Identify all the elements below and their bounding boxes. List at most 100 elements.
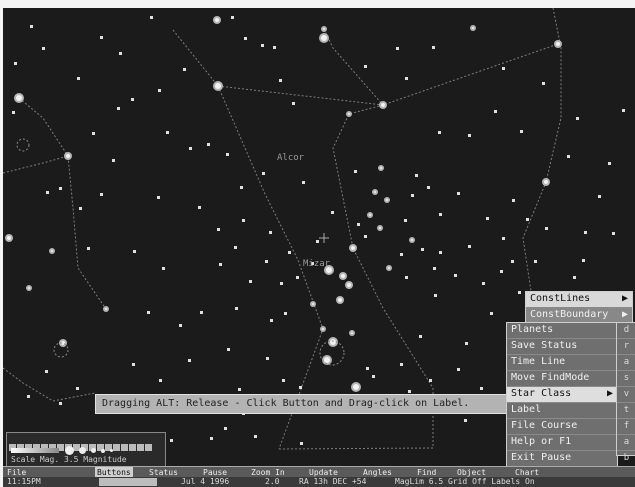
faint-star[interactable] bbox=[100, 36, 103, 39]
faint-star[interactable] bbox=[244, 37, 247, 40]
faint-star[interactable] bbox=[573, 276, 576, 279]
faint-star[interactable] bbox=[159, 379, 162, 382]
faint-star[interactable] bbox=[210, 437, 213, 440]
faint-star[interactable] bbox=[429, 379, 432, 382]
faint-star[interactable] bbox=[288, 251, 291, 254]
deep-sky-object-marker[interactable] bbox=[16, 138, 30, 152]
faint-star[interactable] bbox=[434, 294, 437, 297]
faint-star[interactable] bbox=[240, 186, 243, 189]
faint-star[interactable] bbox=[133, 250, 136, 253]
faint-star[interactable] bbox=[396, 47, 399, 50]
menu-item-save-status[interactable]: Save Status bbox=[507, 339, 617, 355]
menu-item-help[interactable]: Help or F1 bbox=[507, 435, 617, 451]
faint-star[interactable] bbox=[465, 342, 468, 345]
faint-star[interactable] bbox=[27, 395, 30, 398]
faint-star[interactable] bbox=[500, 270, 503, 273]
faint-star[interactable] bbox=[364, 65, 367, 68]
faint-star[interactable] bbox=[150, 16, 153, 19]
faint-star[interactable] bbox=[217, 228, 220, 231]
faint-star[interactable] bbox=[242, 219, 245, 222]
faint-star[interactable] bbox=[608, 162, 611, 165]
faint-star[interactable] bbox=[415, 174, 418, 177]
faint-star[interactable] bbox=[235, 307, 238, 310]
menubar-pause[interactable]: Pause bbox=[203, 468, 228, 477]
faint-star[interactable] bbox=[432, 46, 435, 49]
menubar-object[interactable]: Object bbox=[457, 468, 486, 477]
faint-star[interactable] bbox=[219, 263, 222, 266]
faint-star[interactable] bbox=[42, 47, 45, 50]
faint-star[interactable] bbox=[582, 259, 585, 262]
menubar-chart[interactable]: Chart bbox=[515, 468, 540, 477]
faint-star[interactable] bbox=[112, 159, 115, 162]
planetarium-window[interactable]: Alcor Mizar Dragging ALT: Release - Clic… bbox=[3, 8, 635, 487]
faint-star[interactable] bbox=[200, 311, 203, 314]
menu-item-label[interactable]: Label bbox=[507, 403, 617, 419]
faint-star[interactable] bbox=[468, 134, 471, 137]
faint-star[interactable] bbox=[30, 25, 33, 28]
faint-star[interactable] bbox=[198, 206, 201, 209]
star-label[interactable]: Alcor bbox=[277, 153, 305, 163]
faint-star[interactable] bbox=[357, 223, 360, 226]
faint-star[interactable] bbox=[518, 291, 521, 294]
faint-star[interactable] bbox=[273, 46, 276, 49]
faint-star[interactable] bbox=[188, 359, 191, 362]
faint-star[interactable] bbox=[480, 387, 483, 390]
faint-star[interactable] bbox=[457, 192, 460, 195]
faint-star[interactable] bbox=[302, 181, 305, 184]
faint-star[interactable] bbox=[92, 132, 95, 135]
faint-star[interactable] bbox=[567, 155, 570, 158]
faint-star[interactable] bbox=[77, 77, 80, 80]
deep-sky-object-marker[interactable] bbox=[319, 340, 345, 366]
faint-star[interactable] bbox=[494, 110, 497, 113]
faint-star[interactable] bbox=[400, 253, 403, 256]
faint-star[interactable] bbox=[408, 390, 411, 393]
magnitude-legend[interactable]: Scale Mag. 3.5 Magnitude bbox=[6, 432, 166, 468]
faint-star[interactable] bbox=[147, 311, 150, 314]
menubar-zoom-in[interactable]: Zoom In bbox=[251, 468, 285, 477]
faint-star[interactable] bbox=[486, 217, 489, 220]
faint-star[interactable] bbox=[269, 231, 272, 234]
menu-item-exit-pause[interactable]: Exit Pause bbox=[507, 451, 617, 467]
context-menu[interactable]: Planets Save Status Time Line Move FindM… bbox=[506, 322, 618, 468]
faint-star[interactable] bbox=[400, 363, 403, 366]
menu-item-time-line[interactable]: Time Line bbox=[507, 355, 617, 371]
faint-star[interactable] bbox=[545, 227, 548, 230]
faint-star[interactable] bbox=[183, 68, 186, 71]
faint-star[interactable] bbox=[354, 170, 357, 173]
faint-star[interactable] bbox=[427, 186, 430, 189]
star-label[interactable]: Mizar bbox=[303, 259, 331, 269]
faint-star[interactable] bbox=[296, 276, 299, 279]
faint-star[interactable] bbox=[542, 82, 545, 85]
menubar-status[interactable]: Status bbox=[149, 468, 178, 477]
faint-star[interactable] bbox=[502, 237, 505, 240]
faint-star[interactable] bbox=[612, 232, 615, 235]
faint-star[interactable] bbox=[279, 79, 282, 82]
faint-star[interactable] bbox=[411, 194, 414, 197]
faint-star[interactable] bbox=[584, 231, 587, 234]
faint-star[interactable] bbox=[366, 367, 369, 370]
faint-star[interactable] bbox=[45, 370, 48, 373]
faint-star[interactable] bbox=[14, 62, 17, 65]
faint-star[interactable] bbox=[364, 235, 367, 238]
menubar-find[interactable]: Find bbox=[417, 468, 437, 477]
faint-star[interactable] bbox=[131, 98, 134, 101]
menu-item-move-findmode[interactable]: Move FindMode bbox=[507, 371, 617, 387]
faint-star[interactable] bbox=[534, 260, 537, 263]
faint-star[interactable] bbox=[224, 427, 227, 430]
faint-star[interactable] bbox=[100, 193, 103, 196]
faint-star[interactable] bbox=[311, 262, 314, 265]
menubar-file[interactable]: File bbox=[7, 468, 27, 477]
faint-star[interactable] bbox=[189, 147, 192, 150]
faint-star[interactable] bbox=[299, 386, 302, 389]
faint-star[interactable] bbox=[234, 246, 237, 249]
menubar-angles[interactable]: Angles bbox=[363, 468, 392, 477]
faint-star[interactable] bbox=[162, 267, 165, 270]
faint-star[interactable] bbox=[158, 89, 161, 92]
faint-star[interactable] bbox=[270, 319, 273, 322]
faint-star[interactable] bbox=[261, 44, 264, 47]
faint-star[interactable] bbox=[576, 117, 579, 120]
faint-star[interactable] bbox=[170, 439, 173, 442]
faint-star[interactable] bbox=[454, 274, 457, 277]
display-submenu[interactable]: ConstLines ▶ ConstBoundary ▶ bbox=[525, 291, 633, 325]
faint-star[interactable] bbox=[439, 251, 442, 254]
